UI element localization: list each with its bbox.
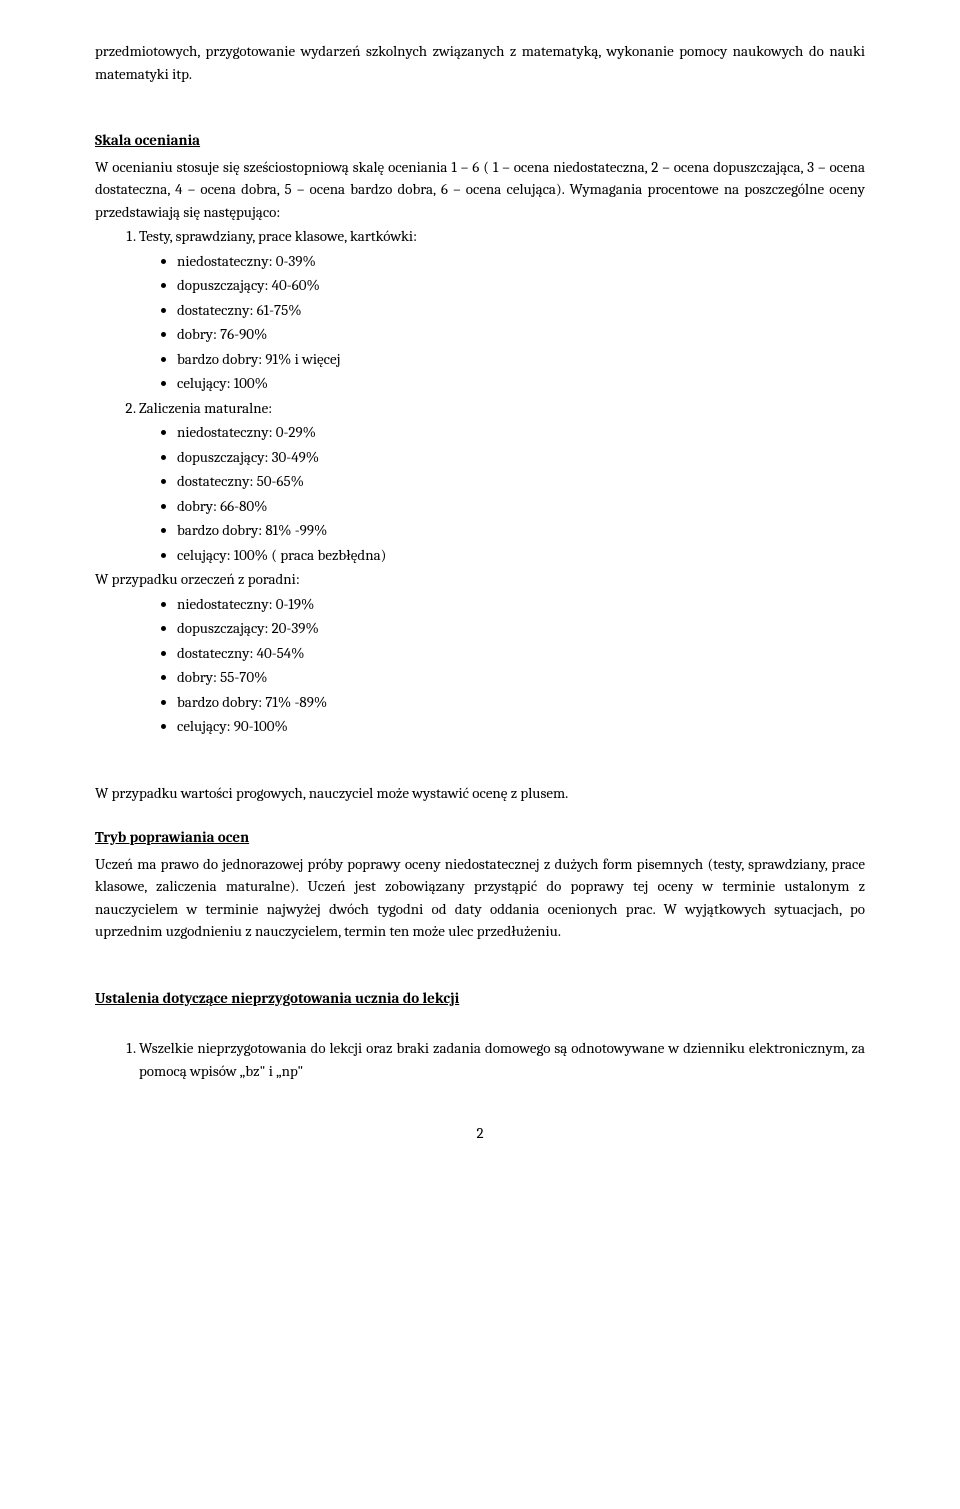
list-item: dobry: 76-90% bbox=[177, 323, 865, 346]
ustalenia-list: Wszelkie nieprzygotowania do lekcji oraz… bbox=[95, 1037, 865, 1082]
list-item: niedostateczny: 0-39% bbox=[177, 250, 865, 273]
list-item: bardzo dobry: 81% -99% bbox=[177, 519, 865, 542]
list-item: celujący: 100% ( praca bezbłędna) bbox=[177, 544, 865, 567]
intro-paragraph: przedmiotowych, przygotowanie wydarzeń s… bbox=[95, 40, 865, 85]
skala-heading: Skala oceniania bbox=[95, 129, 865, 152]
list-item: dobry: 66-80% bbox=[177, 495, 865, 518]
tryb-body: Uczeń ma prawo do jednorazowej próby pop… bbox=[95, 853, 865, 943]
list-item: dopuszczający: 30-49% bbox=[177, 446, 865, 469]
list-item: dostateczny: 61-75% bbox=[177, 299, 865, 322]
skala-item2-label: Zaliczenia maturalne: bbox=[139, 399, 272, 417]
skala-ordered-list: Testy, sprawdziany, prace klasowe, kartk… bbox=[95, 225, 865, 566]
skala-item2-sublist: niedostateczny: 0-29% dopuszczający: 30-… bbox=[139, 421, 865, 566]
progowe-paragraph: W przypadku wartości progowych, nauczyci… bbox=[95, 782, 865, 805]
list-item: bardzo dobry: 91% i więcej bbox=[177, 348, 865, 371]
skala-item1-sublist: niedostateczny: 0-39% dopuszczający: 40-… bbox=[139, 250, 865, 395]
page-number: 2 bbox=[95, 1122, 865, 1145]
list-item: niedostateczny: 0-29% bbox=[177, 421, 865, 444]
poradni-label: W przypadku orzeczeń z poradni: bbox=[95, 568, 865, 591]
list-item: niedostateczny: 0-19% bbox=[177, 593, 865, 616]
tryb-heading: Tryb poprawiania ocen bbox=[95, 826, 865, 849]
list-item: celujący: 90-100% bbox=[177, 715, 865, 738]
poradni-sublist: niedostateczny: 0-19% dopuszczający: 20-… bbox=[95, 593, 865, 738]
list-item: dopuszczający: 20-39% bbox=[177, 617, 865, 640]
list-item: dopuszczający: 40-60% bbox=[177, 274, 865, 297]
ustalenia-heading: Ustalenia dotyczące nieprzygotowania ucz… bbox=[95, 987, 865, 1010]
tryb-section: Tryb poprawiania ocen Uczeń ma prawo do … bbox=[95, 826, 865, 943]
skala-item1-label: Testy, sprawdziany, prace klasowe, kartk… bbox=[139, 227, 417, 245]
skala-intro: W ocenianiu stosuje się sześciostopniową… bbox=[95, 156, 865, 224]
list-item: bardzo dobry: 71% -89% bbox=[177, 691, 865, 714]
skala-section: Skala oceniania W ocenianiu stosuje się … bbox=[95, 129, 865, 738]
list-item: dostateczny: 50-65% bbox=[177, 470, 865, 493]
list-item: dobry: 55-70% bbox=[177, 666, 865, 689]
list-item: celujący: 100% bbox=[177, 372, 865, 395]
ustalenia-item1: Wszelkie nieprzygotowania do lekcji oraz… bbox=[139, 1037, 865, 1082]
list-item: dostateczny: 40-54% bbox=[177, 642, 865, 665]
